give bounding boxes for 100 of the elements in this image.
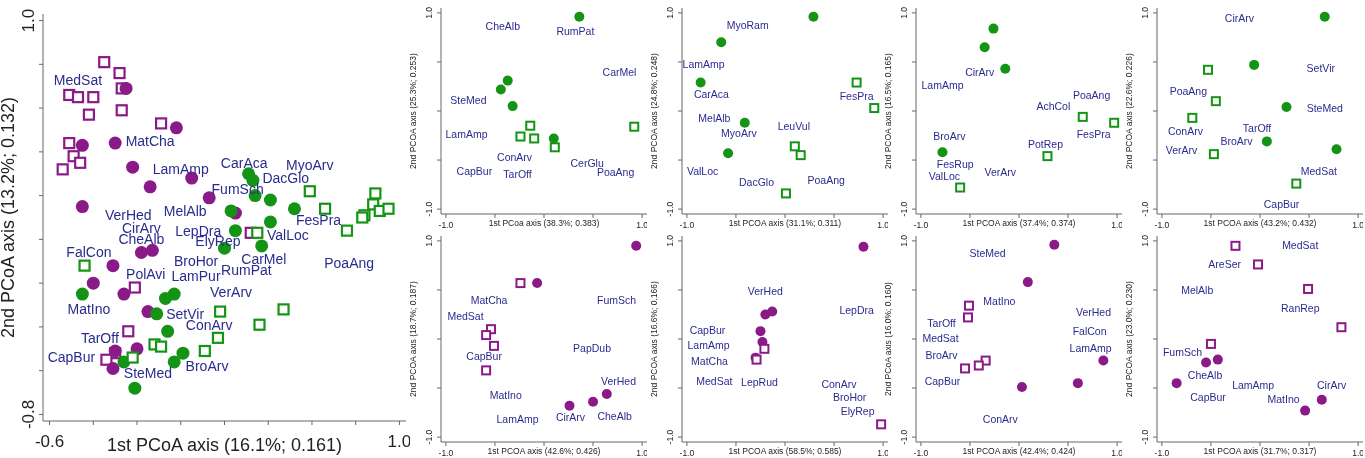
annotation: CapBur <box>1190 390 1227 403</box>
annotation: CirArv <box>1224 12 1255 25</box>
annotation: ElyRep <box>840 405 875 418</box>
annotation: RumPat <box>556 25 595 38</box>
annotation: ValLoc <box>267 226 309 243</box>
y-axis-title: 2nd PCOA axis (16.6%; 0.166) <box>649 280 660 397</box>
annotation: CheAlb <box>485 20 521 33</box>
annotation: MedSat <box>1300 164 1338 177</box>
annotation: ConArv <box>497 150 533 163</box>
annotation: VerHed <box>601 374 637 387</box>
annotation: PolAvi <box>126 266 166 283</box>
annotation: FalCon <box>1072 324 1107 337</box>
annotation: PoaAng <box>1072 88 1111 101</box>
annotation: PoaAng <box>596 166 635 179</box>
annotation: MelAlb <box>698 111 731 124</box>
x-tick-label: 1.0 <box>877 448 890 458</box>
annotation: CarMel <box>602 66 637 79</box>
y-axis-title: 2nd PCOA axis (25.3%; 0.253) <box>408 52 419 169</box>
annotation: CheAlb <box>1187 368 1223 381</box>
annotation: SteMed <box>450 93 487 106</box>
annotation: VerHed <box>747 284 784 297</box>
x-tick-label: 1.0 <box>387 432 412 452</box>
annotation: MatIno <box>983 295 1016 308</box>
annotation: SteMed <box>969 247 1006 260</box>
y-tick-label: -1.0 <box>424 201 434 217</box>
annotation: MyoArv <box>286 156 334 173</box>
annotation: PoaAng <box>324 255 375 272</box>
annotation: TarOff <box>927 316 956 329</box>
y-tick-label: -0.8 <box>19 399 38 430</box>
annotation: ConArv <box>1167 125 1204 138</box>
annotation: LamAmp <box>152 161 209 178</box>
annotation: CapBur <box>1263 197 1300 210</box>
annotation: MedSat <box>696 374 733 387</box>
x-axis-title: 1st PCOA axis (31.1%; 0.311) <box>728 218 842 228</box>
annotation: CheAlb <box>597 410 632 423</box>
annotation: TarOff <box>503 168 532 181</box>
annotation: BroArv <box>1220 135 1254 148</box>
x-tick-label: -1.0 <box>438 448 454 458</box>
y-tick-label: -1.0 <box>1140 201 1150 217</box>
annotation: FesPra <box>1076 128 1111 141</box>
annotation: FumSch <box>1162 346 1203 359</box>
x-tick-label: 1.0 <box>1111 220 1124 231</box>
x-tick-label: -1.0 <box>438 220 454 231</box>
x-axis-title: 1st PCOA axis (31.7%; 0.317) <box>1203 446 1317 456</box>
annotation: LamAmp <box>1232 378 1275 391</box>
annotation: VerArv <box>984 166 1017 179</box>
annotation: BroArv <box>185 358 229 375</box>
x-axis-title: 1st PCoa axis (38.3%; 0.383) <box>488 218 600 228</box>
annotation: MedSat <box>1282 239 1319 252</box>
annotation: LamAmp <box>687 338 730 351</box>
annotation: CapBur <box>456 164 493 177</box>
annotation: CirArv <box>555 411 586 424</box>
annotation: PapDub <box>573 342 612 355</box>
annotation: FesPra <box>839 89 874 102</box>
y-tick-label: 1.0 <box>899 6 909 19</box>
x-tick-label: 1.0 <box>636 220 649 231</box>
annotation: MelAlb <box>163 202 207 219</box>
annotation: ConArv <box>982 413 1019 426</box>
annotation: MedSat <box>447 310 484 323</box>
annotation: ValLoc <box>928 170 961 183</box>
x-tick-label: -1.0 <box>679 448 695 458</box>
annotation: FesPra <box>295 211 342 228</box>
annotation: TarOff <box>80 329 119 346</box>
annotation: MelAlb <box>1181 283 1214 296</box>
annotation: FumSch <box>211 180 264 197</box>
y-axis-title: 2nd PCOA axis (18.7%; 0.187) <box>408 280 419 397</box>
x-axis-title: 1st PCOA axis (42.4%; 0.424) <box>962 446 1076 456</box>
annotation: MatIno <box>1267 393 1300 406</box>
y-tick-label: 1.0 <box>899 234 909 247</box>
annotation: SteMed <box>123 364 173 381</box>
annotation: LamAmp <box>496 413 539 426</box>
annotation: MatCha <box>125 132 175 149</box>
annotation: VerHed <box>1076 306 1112 319</box>
annotation: PoaAng <box>807 174 846 187</box>
annotation: AreSer <box>1208 258 1242 271</box>
annotation: CirArv <box>1317 378 1347 391</box>
x-tick-label: -1.0 <box>1154 220 1170 231</box>
annotation: LepRud <box>741 375 779 388</box>
x-tick-label: -1.0 <box>679 220 695 231</box>
y-axis-title: 2nd PCOA axis (24.8%; 0.248) <box>649 52 660 169</box>
x-axis-title: 1st PCOA axis (37.4%; 0.374) <box>962 218 1076 228</box>
x-tick-label: 1.0 <box>1352 448 1365 458</box>
x-tick-label: -0.6 <box>34 432 65 452</box>
annotation: MedSat <box>53 71 103 88</box>
annotation: LamAmp <box>682 57 725 70</box>
annotation: BroHor <box>173 253 219 270</box>
annotation: TarOff <box>1242 122 1272 135</box>
annotation: SetVir <box>1306 61 1336 74</box>
annotation: SteMed <box>1306 101 1343 114</box>
x-tick-label: -1.0 <box>1154 448 1170 458</box>
y-tick-label: 1.0 <box>665 6 675 19</box>
y-tick-label: 1.0 <box>665 234 675 247</box>
annotation: VerArv <box>1165 143 1199 156</box>
annotation: CirArv <box>965 66 996 79</box>
annotation: PotRep <box>1027 138 1064 151</box>
x-tick-label: -1.0 <box>913 220 929 231</box>
y-tick-label: 1.0 <box>1140 234 1150 247</box>
annotation: MyoArv <box>721 127 758 140</box>
annotation: LeuVul <box>777 120 810 133</box>
y-axis-title: 2nd PCoA axis (13.2%; 0.132) <box>0 96 18 339</box>
